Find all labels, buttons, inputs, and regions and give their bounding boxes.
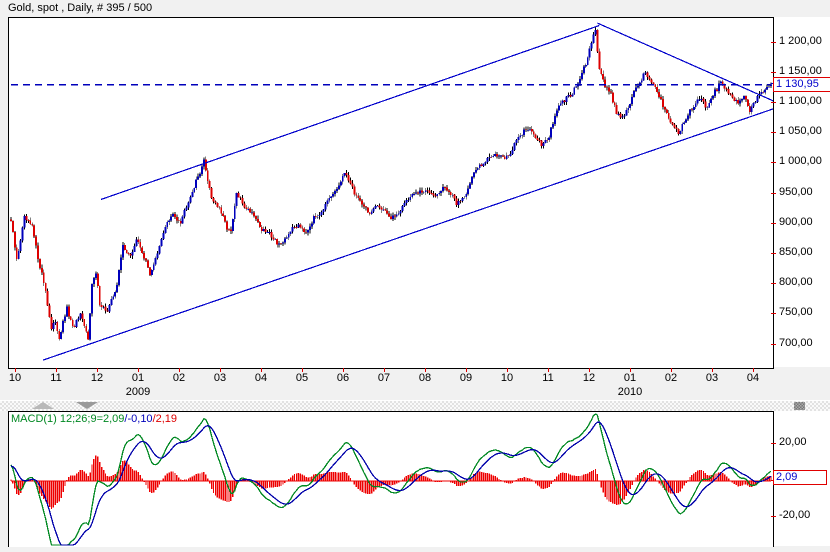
macd-axis-label: -20,00 (779, 509, 811, 521)
month-label: 09 (459, 372, 473, 384)
month-label: 05 (295, 372, 309, 384)
month-tick (753, 368, 754, 372)
month-label: 04 (254, 372, 268, 384)
month-label: 01 (131, 372, 145, 384)
month-label: 03 (213, 372, 227, 384)
price-axis-label: 700,00 (779, 337, 813, 349)
year-label: 2009 (125, 386, 151, 398)
month-tick (466, 368, 467, 372)
signal-line (10, 421, 772, 546)
year-label: 2010 (617, 386, 643, 398)
macd-axis-label: 20,00 (779, 436, 807, 448)
month-tick (507, 368, 508, 372)
month-tick (671, 368, 672, 372)
ascending-channel-lower (42, 108, 773, 361)
price-axis-label: 750,00 (779, 306, 813, 318)
macd-axis-tick (771, 516, 776, 517)
macd-indicator-label: MACD(1) 12;26;9=2,09/-0,10/2,19 (11, 413, 177, 425)
splitter-collapse-up-icon[interactable] (32, 402, 54, 409)
price-axis-label: 1 150,00 (779, 65, 822, 77)
month-tick (384, 368, 385, 372)
month-tick (425, 368, 426, 372)
month-tick (179, 368, 180, 372)
month-label: 11 (50, 372, 62, 384)
price-axis-label: 1 050,00 (779, 125, 822, 137)
price-axis-tick (771, 102, 776, 103)
macd-chart-canvas[interactable] (8, 411, 774, 548)
bottom-strip (0, 547, 830, 552)
month-tick (56, 368, 57, 372)
price-axis-label: 900,00 (779, 216, 813, 228)
month-label: 04 (746, 372, 760, 384)
splitter-collapse-down-icon[interactable] (76, 402, 98, 409)
price-axis-area[interactable] (772, 17, 830, 367)
month-tick (220, 368, 221, 372)
month-tick (630, 368, 631, 372)
panel-splitter[interactable] (0, 400, 830, 411)
price-axis-tick (771, 344, 776, 345)
price-axis-tick (771, 313, 776, 314)
month-tick (589, 368, 590, 372)
price-axis-label: 1 000,00 (779, 155, 822, 167)
splitter-grip-handle[interactable] (794, 402, 805, 410)
descending-resistance (597, 22, 773, 102)
month-tick (548, 368, 549, 372)
price-axis-label: 1 200,00 (779, 35, 822, 47)
month-label: 01 (623, 372, 637, 384)
month-label: 08 (418, 372, 432, 384)
price-axis-tick (771, 132, 776, 133)
month-label: 10 (8, 372, 22, 384)
price-axis-tick (771, 72, 776, 73)
price-axis-tick (771, 253, 776, 254)
price-axis-tick (771, 283, 776, 284)
macd-axis-tick (771, 443, 776, 444)
macd-label-values: MACD(1) 12;26;9=2,09 (11, 413, 125, 425)
month-label: 07 (377, 372, 391, 384)
candlestick-chart (10, 22, 773, 361)
last-price-badge: 1 130,95 (773, 77, 830, 92)
month-tick (302, 368, 303, 372)
month-tick (15, 368, 16, 372)
price-axis-label: 950,00 (779, 186, 813, 198)
ascending-channel-upper (100, 24, 600, 201)
price-axis-tick (771, 193, 776, 194)
month-tick (138, 368, 139, 372)
month-label: 02 (172, 372, 186, 384)
price-axis-tick (771, 42, 776, 43)
price-chart-canvas[interactable] (8, 17, 774, 369)
macd-line (10, 413, 772, 546)
price-axis-tick (771, 223, 776, 224)
month-label: 10 (500, 372, 514, 384)
month-tick (261, 368, 262, 372)
month-label: 02 (664, 372, 678, 384)
month-label: 06 (336, 372, 350, 384)
macd-chart (10, 413, 772, 546)
chart-title: Gold, spot , Daily, # 395 / 500 (8, 2, 153, 14)
month-label: 12 (90, 372, 104, 384)
price-axis-label: 850,00 (779, 246, 813, 258)
month-label: 11 (542, 372, 554, 384)
month-tick (97, 368, 98, 372)
macd-value-badge: 2,09 (773, 470, 827, 485)
month-label: 12 (582, 372, 596, 384)
macd-label-histogram: /2,19 (152, 413, 178, 425)
month-tick (712, 368, 713, 372)
price-axis-tick (771, 162, 776, 163)
month-tick (343, 368, 344, 372)
macd-label-signal: /-0,10 (124, 413, 153, 425)
price-axis-label: 1 100,00 (779, 95, 822, 107)
price-axis-label: 800,00 (779, 276, 813, 288)
month-label: 03 (705, 372, 719, 384)
